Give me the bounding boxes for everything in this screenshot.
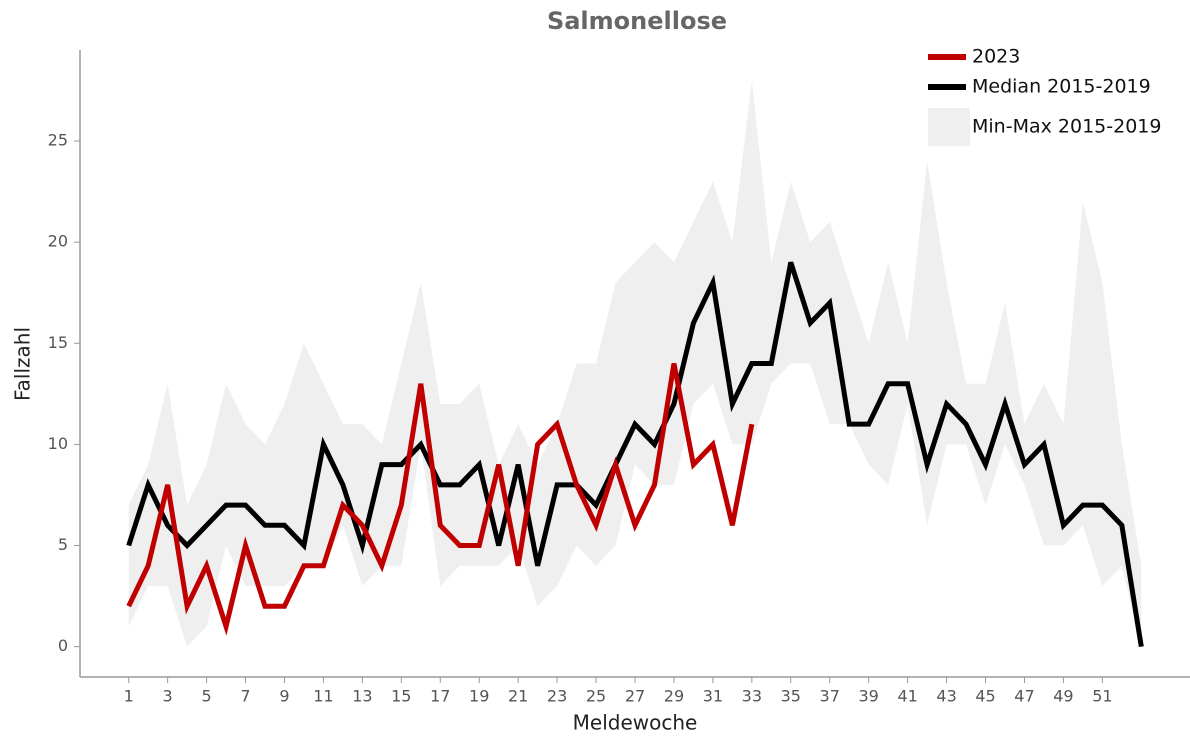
legend-label: Min-Max 2015-2019 xyxy=(972,116,1161,138)
legend-swatch xyxy=(928,108,970,146)
x-tick-label: 17 xyxy=(430,687,450,706)
x-tick-label: 41 xyxy=(897,687,917,706)
x-tick-label: 19 xyxy=(469,687,489,706)
x-tick-label: 21 xyxy=(508,687,528,706)
x-tick-label: 15 xyxy=(391,687,411,706)
x-tick-label: 35 xyxy=(781,687,801,706)
y-axis-label: Fallzahl xyxy=(11,327,35,401)
x-tick-label: 5 xyxy=(201,687,211,706)
legend-label: Median 2015-2019 xyxy=(972,76,1151,98)
x-tick-label: 29 xyxy=(664,687,684,706)
min-max-band xyxy=(128,80,1142,647)
series-line xyxy=(126,261,1144,648)
y-tick-label: 15 xyxy=(48,333,68,352)
y-tick-label: 5 xyxy=(58,535,68,554)
x-tick-label: 7 xyxy=(240,687,250,706)
x-tick-label: 39 xyxy=(859,687,879,706)
x-tick-label: 9 xyxy=(279,687,289,706)
x-tick-label: 37 xyxy=(820,687,840,706)
x-tick-label: 11 xyxy=(313,687,333,706)
x-tick-label: 45 xyxy=(975,687,995,706)
x-tick-label: 13 xyxy=(352,687,372,706)
legend-label: 2023 xyxy=(972,46,1020,68)
y-tick-label: 25 xyxy=(48,131,68,150)
x-tick-label: 23 xyxy=(547,687,567,706)
x-tick-label: 27 xyxy=(625,687,645,706)
y-tick-label: 20 xyxy=(48,232,68,251)
chart-title: Salmonellose xyxy=(547,7,727,35)
x-tick-label: 3 xyxy=(163,687,173,706)
x-tick-label: 43 xyxy=(936,687,956,706)
x-axis-label: Meldewoche xyxy=(573,711,698,735)
x-tick-label: 31 xyxy=(703,687,723,706)
y-tick-label: 10 xyxy=(48,434,68,453)
x-tick-label: 33 xyxy=(742,687,762,706)
x-tick-label: 1 xyxy=(124,687,134,706)
x-tick-label: 49 xyxy=(1053,687,1073,706)
series-line xyxy=(126,363,755,636)
x-tick-label: 51 xyxy=(1092,687,1112,706)
x-tick-label: 47 xyxy=(1014,687,1034,706)
x-tick-label: 25 xyxy=(586,687,606,706)
y-tick-label: 0 xyxy=(58,636,68,655)
